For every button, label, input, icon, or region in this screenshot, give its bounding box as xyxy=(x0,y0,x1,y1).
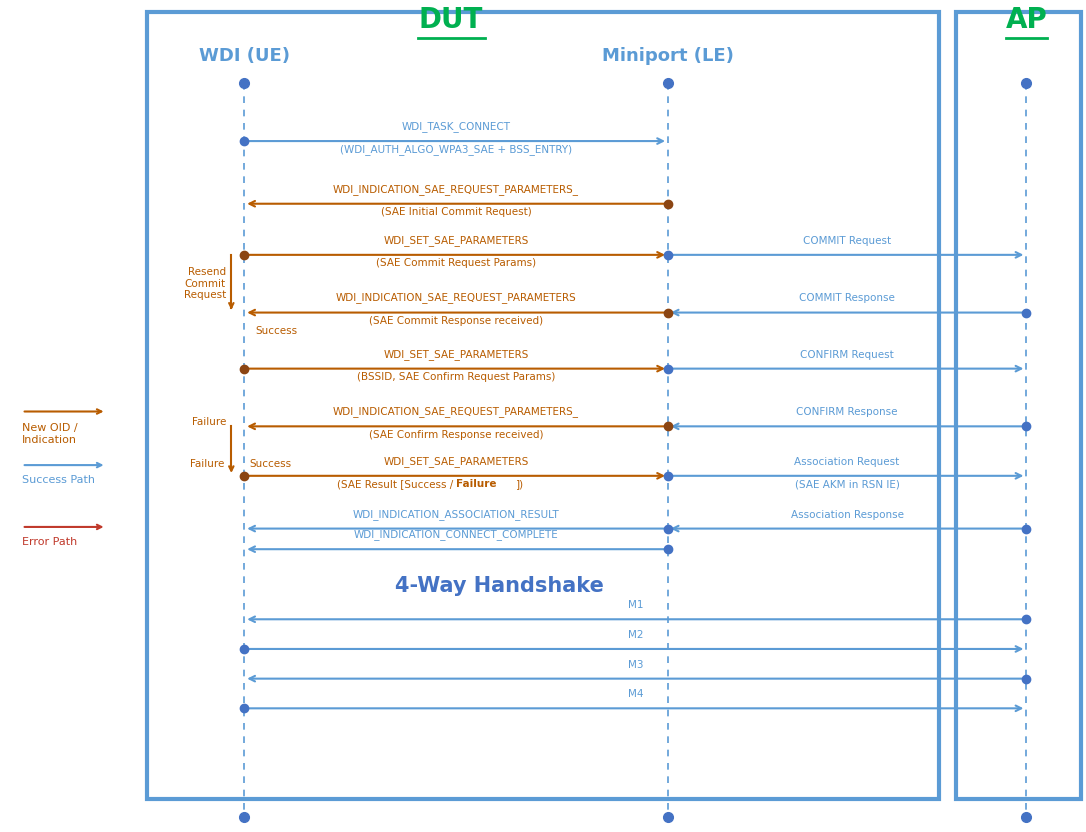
Text: Failure: Failure xyxy=(190,459,225,469)
Text: Failure: Failure xyxy=(456,479,496,489)
Text: Resend
Commit
Request: Resend Commit Request xyxy=(184,267,226,300)
Text: Failure: Failure xyxy=(191,417,226,427)
Text: DUT: DUT xyxy=(418,6,483,34)
Text: WDI_SET_SAE_PARAMETERS: WDI_SET_SAE_PARAMETERS xyxy=(383,235,529,245)
Text: (SAE Commit Response received): (SAE Commit Response received) xyxy=(369,316,543,326)
FancyBboxPatch shape xyxy=(147,12,939,799)
Text: AP: AP xyxy=(1006,6,1047,34)
FancyBboxPatch shape xyxy=(956,12,1081,799)
Text: M4: M4 xyxy=(628,689,643,699)
Text: ]): ]) xyxy=(516,479,523,489)
Text: (SAE Result [Success /: (SAE Result [Success / xyxy=(337,479,456,489)
Text: Success: Success xyxy=(255,326,298,336)
Text: Success Path: Success Path xyxy=(22,475,94,485)
Text: Association Request: Association Request xyxy=(795,457,899,467)
Text: Success: Success xyxy=(250,459,292,469)
Text: Error Path: Error Path xyxy=(22,537,77,547)
Text: (SAE Commit Request Params): (SAE Commit Request Params) xyxy=(376,258,536,268)
Text: COMMIT Request: COMMIT Request xyxy=(803,235,892,245)
Text: M3: M3 xyxy=(628,660,643,670)
Text: WDI_INDICATION_ASSOCIATION_RESULT: WDI_INDICATION_ASSOCIATION_RESULT xyxy=(353,508,559,519)
Text: COMMIT Response: COMMIT Response xyxy=(799,294,895,304)
Text: M2: M2 xyxy=(628,630,643,640)
Text: (SAE Confirm Response received): (SAE Confirm Response received) xyxy=(369,429,543,439)
Text: CONFIRM Response: CONFIRM Response xyxy=(796,408,898,418)
Text: (WDI_AUTH_ALGO_WPA3_SAE + BSS_ENTRY): (WDI_AUTH_ALGO_WPA3_SAE + BSS_ENTRY) xyxy=(340,145,572,156)
Text: WDI_SET_SAE_PARAMETERS: WDI_SET_SAE_PARAMETERS xyxy=(383,349,529,359)
Text: WDI_INDICATION_SAE_REQUEST_PARAMETERS_: WDI_INDICATION_SAE_REQUEST_PARAMETERS_ xyxy=(333,184,579,195)
Text: WDI (UE): WDI (UE) xyxy=(199,47,290,65)
Text: CONFIRM Request: CONFIRM Request xyxy=(800,349,894,359)
Text: WDI_INDICATION_SAE_REQUEST_PARAMETERS_: WDI_INDICATION_SAE_REQUEST_PARAMETERS_ xyxy=(333,406,579,418)
Text: WDI_TASK_CONNECT: WDI_TASK_CONNECT xyxy=(402,121,510,132)
Text: WDI_INDICATION_SAE_REQUEST_PARAMETERS: WDI_INDICATION_SAE_REQUEST_PARAMETERS xyxy=(336,293,577,304)
Text: M1: M1 xyxy=(628,600,643,610)
Text: (SAE AKM in RSN IE): (SAE AKM in RSN IE) xyxy=(795,479,899,489)
Text: 4-Way Handshake: 4-Way Handshake xyxy=(395,577,604,597)
Text: (BSSID, SAE Confirm Request Params): (BSSID, SAE Confirm Request Params) xyxy=(357,372,555,382)
Text: Association Response: Association Response xyxy=(791,509,904,519)
Text: Miniport (LE): Miniport (LE) xyxy=(602,47,734,65)
Text: New OID /
Indication: New OID / Indication xyxy=(22,423,77,444)
Text: WDI_INDICATION_CONNECT_COMPLETE: WDI_INDICATION_CONNECT_COMPLETE xyxy=(354,529,558,540)
Text: (SAE Initial Commit Request): (SAE Initial Commit Request) xyxy=(381,207,531,217)
Text: WDI_SET_SAE_PARAMETERS: WDI_SET_SAE_PARAMETERS xyxy=(383,456,529,467)
